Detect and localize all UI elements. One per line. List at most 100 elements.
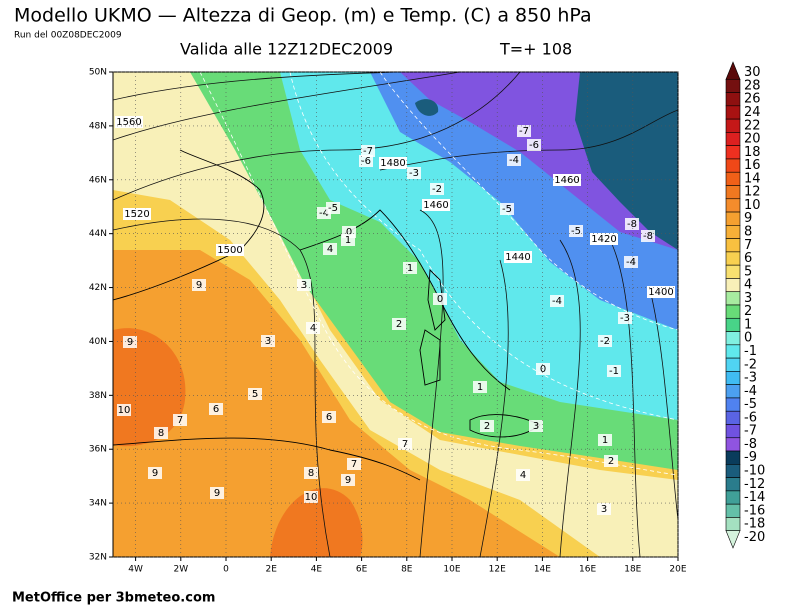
temp-label: 2 xyxy=(396,319,402,330)
temp-label: 7 xyxy=(351,459,357,470)
colorbar-label: -1 xyxy=(744,344,757,359)
temp-label: 5 xyxy=(252,389,258,400)
lon-label: 4E xyxy=(311,565,323,575)
lon-label: 2W xyxy=(173,565,188,575)
temp-label-bg xyxy=(117,404,131,416)
temp-label: 3 xyxy=(301,280,307,291)
colorbar-label: 9 xyxy=(744,211,752,226)
colorbar-label: -12 xyxy=(744,477,765,492)
colorbar-cell xyxy=(725,424,741,439)
colorbar-label: 3 xyxy=(744,291,752,306)
colorbar-cell xyxy=(725,344,741,359)
colorbar-cell xyxy=(725,397,741,412)
temp-label-bg xyxy=(507,154,521,166)
temp-label-bg xyxy=(624,256,638,268)
colorbar-label: 22 xyxy=(744,118,761,133)
temp-label-bg xyxy=(569,225,583,237)
temp-label: 4 xyxy=(327,244,333,255)
temp-label-bg xyxy=(297,279,311,291)
field-cool xyxy=(113,72,678,557)
height-label: 1560 xyxy=(116,117,141,128)
temp-label: 4 xyxy=(310,323,316,334)
colorbar-cell xyxy=(725,78,741,93)
height-label-bg xyxy=(504,251,532,263)
height-label-bg xyxy=(422,199,450,211)
colorbar-label: 4 xyxy=(744,278,752,293)
colorbar-cell xyxy=(725,251,741,266)
temp-label-bg xyxy=(323,243,337,255)
colorbar-label: 24 xyxy=(744,105,761,120)
colorbar-label: -5 xyxy=(744,397,757,412)
temp-label: -6 xyxy=(529,140,539,151)
lon-label: 4W xyxy=(128,565,143,575)
temp-label-bg xyxy=(430,183,444,195)
temp-label: 2 xyxy=(484,421,490,432)
lat-label: 42N xyxy=(89,283,107,293)
temp-label-bg xyxy=(618,312,632,324)
temp-label: 4 xyxy=(520,470,526,481)
lat-label: 36N xyxy=(89,445,107,455)
colorbar-label: 5 xyxy=(744,264,752,279)
height-label: 1440 xyxy=(505,252,530,263)
lon-label: 10E xyxy=(443,565,460,575)
title: Modello UKMO — Altezza di Geop. (m) e Te… xyxy=(14,5,592,27)
colorbar-label: -3 xyxy=(744,371,757,386)
colorbar-label: -14 xyxy=(744,490,765,505)
colorbar-cell xyxy=(725,211,741,226)
temp-label: -4 xyxy=(509,155,519,166)
temp-label-bg xyxy=(527,139,541,151)
lon-label: 6E xyxy=(356,565,368,575)
colorbar-label: 26 xyxy=(744,92,761,107)
temp-label-bg xyxy=(173,414,187,426)
temp-label: -5 xyxy=(571,226,581,237)
temp-label-bg xyxy=(192,279,206,291)
temp-label-bg xyxy=(536,363,550,375)
map-frame xyxy=(112,71,679,558)
colorbar-label: 16 xyxy=(744,158,761,173)
colorbar-cell xyxy=(725,225,741,239)
colorbar-cell xyxy=(725,384,741,399)
colorbar-cell xyxy=(725,118,741,133)
colorbar-cell xyxy=(725,278,741,293)
colorbar-cell xyxy=(725,171,741,186)
colorbar-cell xyxy=(725,503,741,518)
temp-label: 0 xyxy=(437,294,443,305)
height-label: 1460 xyxy=(554,175,579,186)
lon-label: 14E xyxy=(534,565,551,575)
colorbar-label: -8 xyxy=(744,437,757,452)
temp-label: 8 xyxy=(158,428,164,439)
field-polar xyxy=(575,72,678,250)
temp-label-bg xyxy=(598,335,612,347)
lon-label: 16E xyxy=(579,565,596,575)
colorbar-label: 8 xyxy=(744,224,752,239)
colorbar-cell xyxy=(725,371,741,385)
colorbar-cell xyxy=(725,92,741,107)
temp-label-bg xyxy=(341,474,355,486)
colorbar-arrow xyxy=(725,530,741,549)
colorbar-label: 20 xyxy=(744,132,761,147)
colorbar-cell xyxy=(725,304,741,319)
temp-label-bg xyxy=(641,230,655,242)
temp-label: -4 xyxy=(319,208,329,219)
temp-label-bg xyxy=(341,234,355,246)
axes: 50N 48N 46N 44N 42N 40N 38N 36N 34N 32N 4W 2W 0 2E 4E 6… xyxy=(89,68,687,575)
lon-label: 12E xyxy=(489,565,506,575)
temp-label: -3 xyxy=(409,168,419,179)
colorbar-label: -10 xyxy=(744,463,765,478)
temp-label-bg xyxy=(322,411,336,423)
valid-label: Valida alle 12Z12DEC2009 xyxy=(180,40,393,59)
colorbar-cell xyxy=(725,317,741,332)
temp-label-bg xyxy=(550,295,564,307)
temp-label: 10 xyxy=(118,405,131,416)
temp-label: -8 xyxy=(643,231,653,242)
temp-label: -5 xyxy=(502,204,512,215)
lead-label: T=+ 108 xyxy=(499,40,572,59)
colorbar-cell xyxy=(725,264,741,279)
temp-label: -3 xyxy=(620,313,630,324)
temp-label-bg xyxy=(304,467,318,479)
temp-label-bg xyxy=(209,403,223,415)
temp-label-bg xyxy=(347,458,361,470)
temp-label-bg xyxy=(154,427,168,439)
